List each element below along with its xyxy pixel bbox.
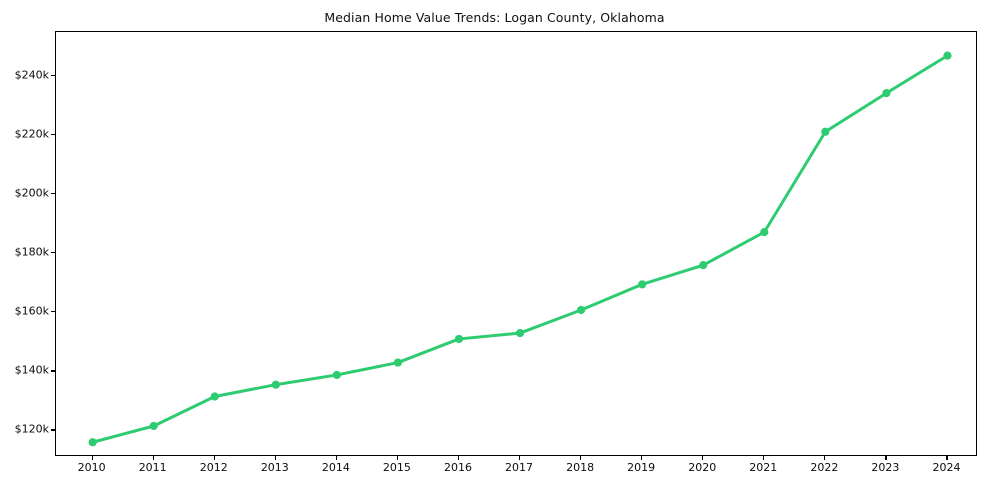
data-point-2017 xyxy=(515,328,525,338)
y-axis-tick-label: $200k xyxy=(14,186,49,200)
data-point-2022 xyxy=(821,127,830,136)
data-point-2013 xyxy=(271,380,280,389)
x-axis-tick-label: 2011 xyxy=(138,461,167,474)
x-axis-tick-label: 2015 xyxy=(382,461,411,474)
data-point-2024 xyxy=(943,51,952,60)
series-markers xyxy=(88,51,952,447)
plot-area xyxy=(55,31,977,456)
data-point-2021 xyxy=(760,228,769,237)
x-axis-tick-label: 2023 xyxy=(871,461,900,474)
data-point-2014 xyxy=(332,370,341,380)
y-axis-tick-label: $240k xyxy=(14,68,49,82)
chart-title: Median Home Value Trends: Logan County, … xyxy=(324,10,665,25)
y-axis-tick-label: $220k xyxy=(14,127,49,141)
data-point-2016 xyxy=(454,334,464,344)
x-axis-tick-label: 2012 xyxy=(199,461,228,474)
line-chart-svg xyxy=(88,51,952,447)
x-axis-tick-label: 2010 xyxy=(77,461,106,474)
x-axis-tick-label: 2020 xyxy=(688,461,717,474)
data-point-2018 xyxy=(577,305,586,315)
y-axis-tick-label: $180k xyxy=(14,245,49,259)
x-axis-tick-label: 2024 xyxy=(932,461,961,474)
series-line-median-home-value xyxy=(91,54,949,444)
data-point-2012 xyxy=(210,392,219,401)
y-axis-tick-label: $140k xyxy=(14,363,49,377)
data-point-2010 xyxy=(88,438,97,447)
x-axis-tick-label: 2021 xyxy=(749,461,778,474)
data-point-2019 xyxy=(638,280,647,289)
data-point-2023 xyxy=(882,88,891,98)
x-axis-tick-label: 2017 xyxy=(505,461,534,474)
data-point-2020 xyxy=(699,261,708,270)
x-axis-tick-label: 2022 xyxy=(810,461,839,474)
x-axis-tick-label: 2016 xyxy=(443,461,472,474)
x-axis-tick-label: 2018 xyxy=(566,461,595,474)
x-axis-tick-label: 2014 xyxy=(321,461,350,474)
x-axis-tick-label: 2013 xyxy=(260,461,289,474)
data-point-2015 xyxy=(393,358,403,367)
x-axis-tick-label: 2019 xyxy=(627,461,656,474)
data-point-2011 xyxy=(149,421,158,431)
y-axis-tick-label: $160k xyxy=(14,304,49,318)
y-axis-tick-label: $120k xyxy=(14,422,49,436)
